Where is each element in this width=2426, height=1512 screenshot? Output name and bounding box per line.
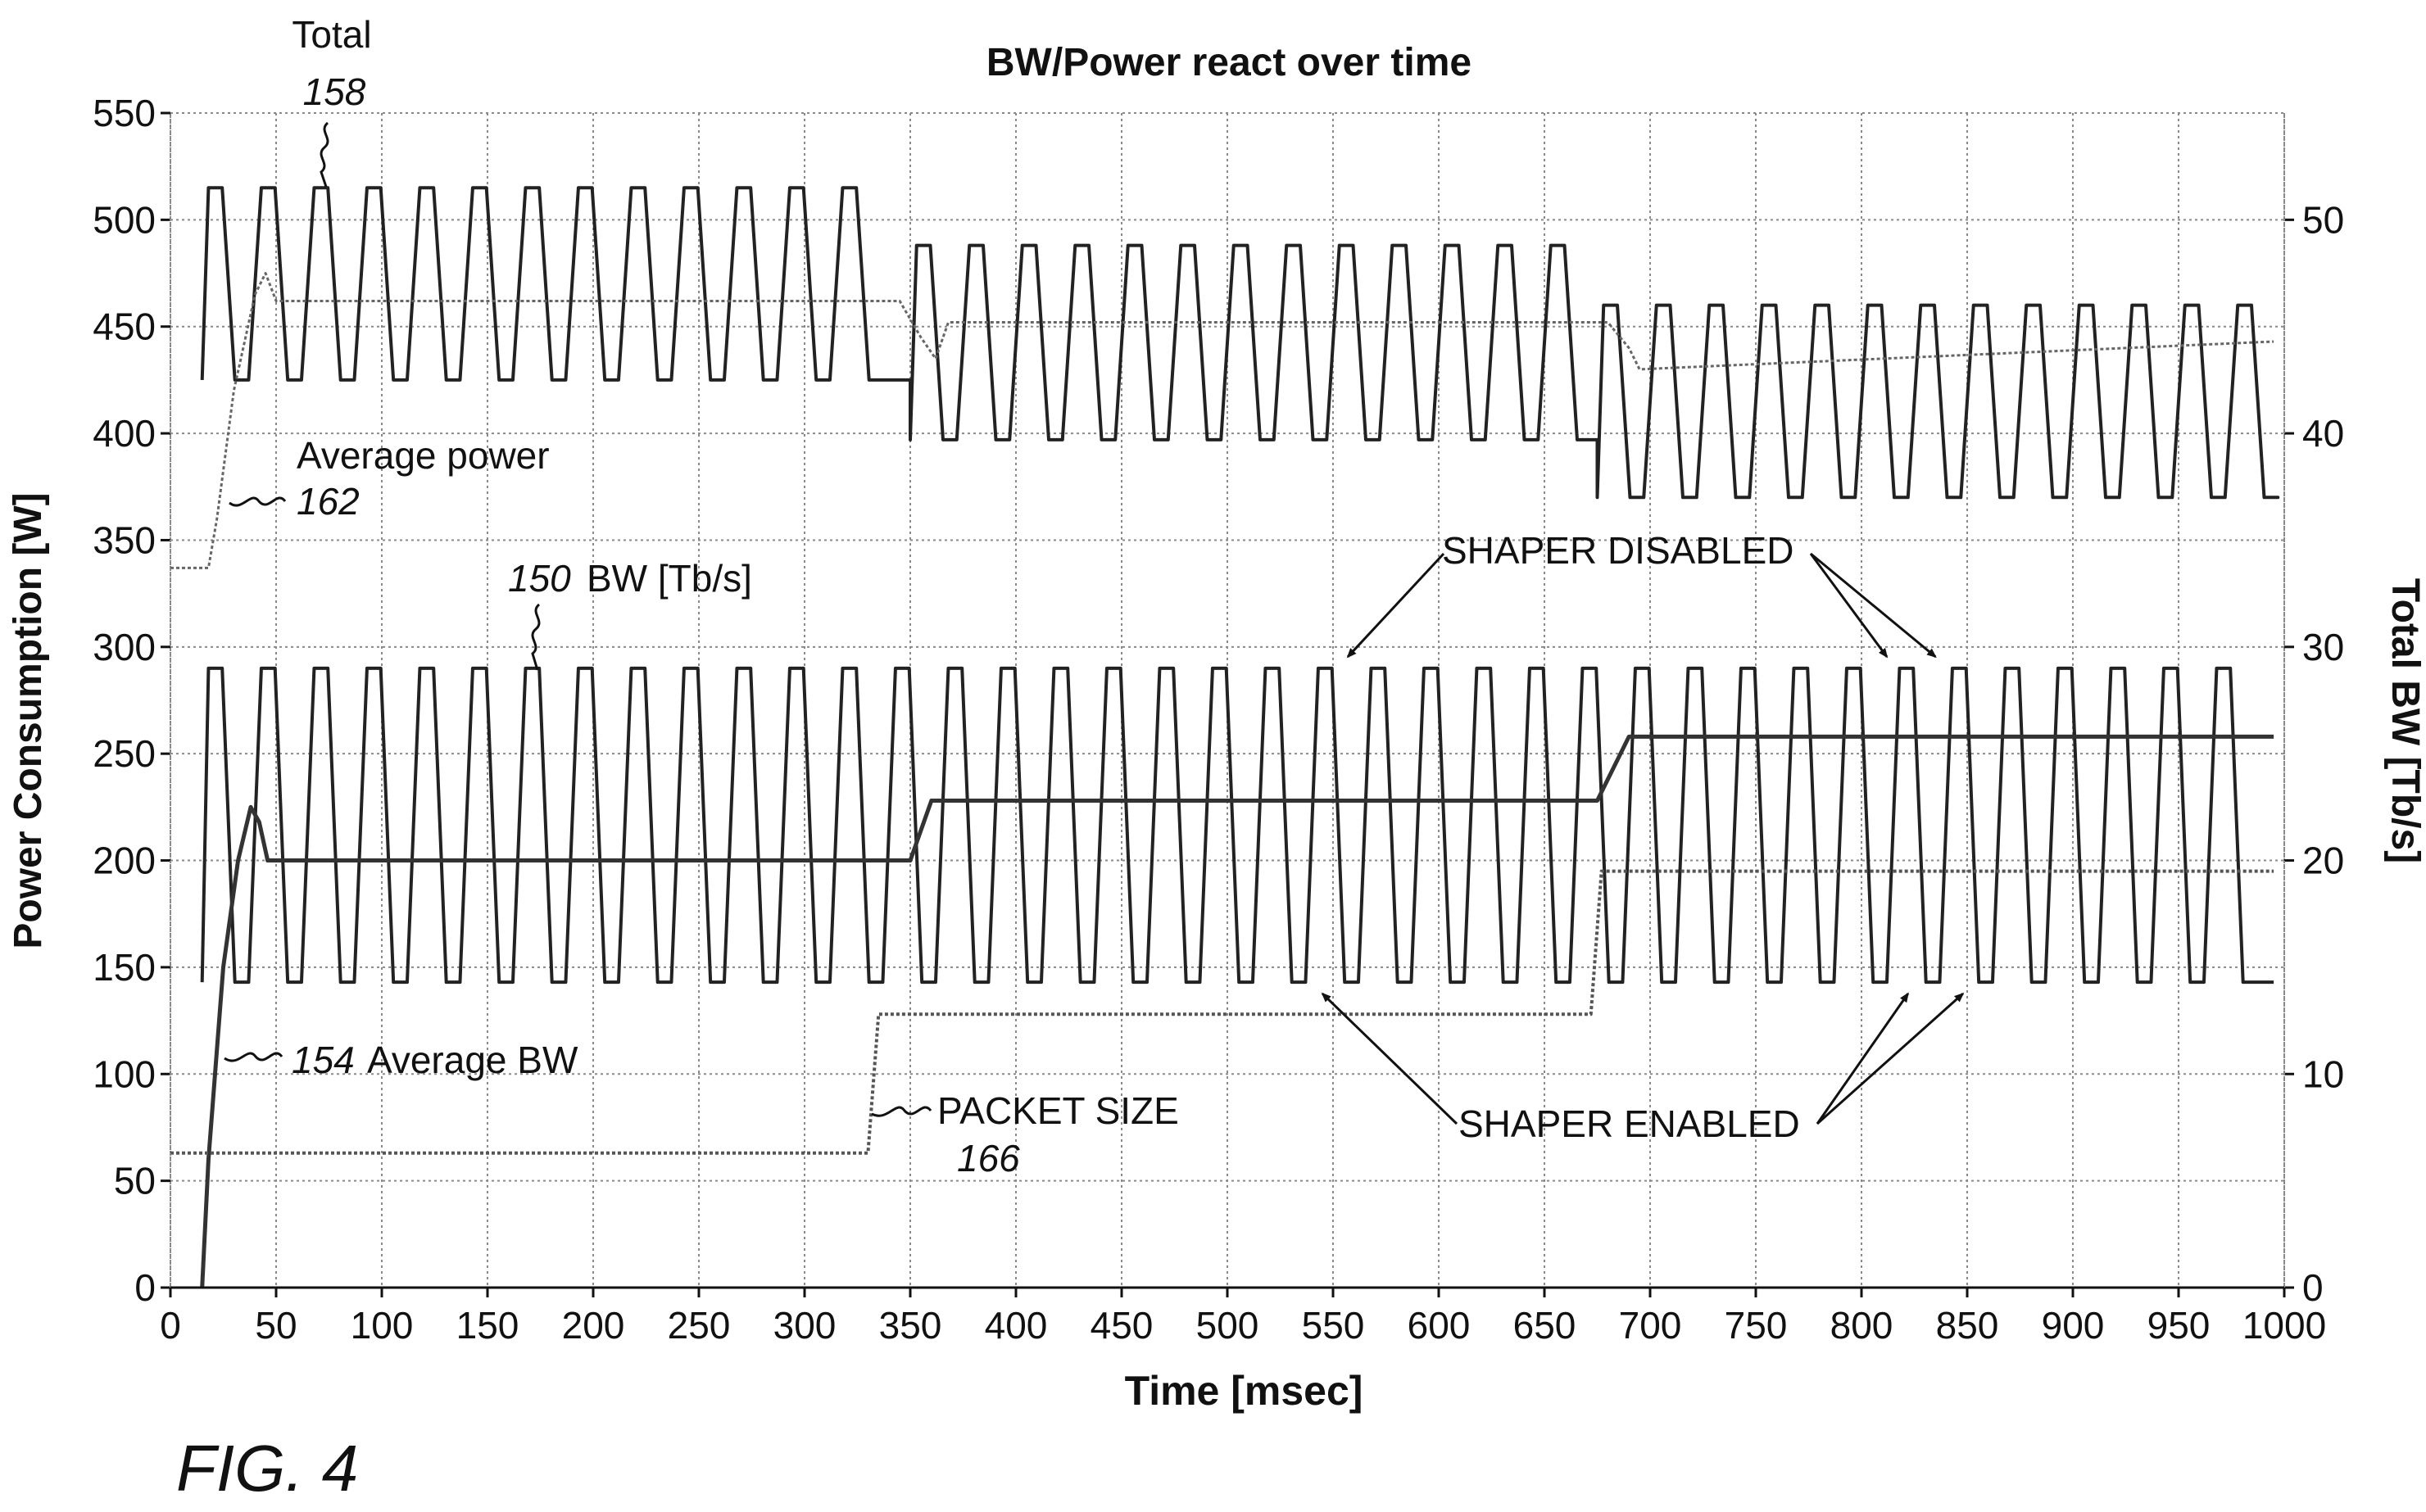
x-tick-label: 550: [1302, 1304, 1365, 1347]
series-line-bw-tb-s-: [200, 666, 2274, 985]
annotation-average-power-leader: [229, 496, 287, 507]
y-tick-label: 300: [93, 626, 156, 668]
x-tick-label: 800: [1830, 1304, 1893, 1347]
series-line-total: [200, 186, 2280, 500]
annotation-total-ref: 158: [303, 70, 366, 113]
y2-tick-label: 20: [2302, 840, 2344, 882]
y2-tick-label: 10: [2302, 1053, 2344, 1095]
y-tick-label: 450: [93, 306, 156, 348]
annotation-average-power: Average power: [297, 434, 550, 477]
figure-label: FIG. 4: [176, 1432, 358, 1505]
x-tick-label: 950: [2147, 1304, 2211, 1347]
y-tick-label: 150: [93, 946, 156, 989]
series-line-average-power: [170, 272, 2274, 569]
x-tick-label: 400: [985, 1304, 1048, 1347]
y-tick-label: 400: [93, 412, 156, 455]
shaper-disabled-arrow: [1810, 552, 1937, 659]
x-tick-label: 0: [160, 1304, 181, 1347]
shaper-enabled-arrow: [1816, 992, 1909, 1125]
x-tick-label: 350: [879, 1304, 942, 1347]
series-line-average-bw: [200, 734, 2274, 1288]
x-tick-label: 100: [351, 1304, 414, 1347]
y-axis-label: Power Consumption [W]: [7, 492, 50, 948]
x-tick-label: 500: [1196, 1304, 1259, 1347]
annotation-total-leader: [320, 121, 329, 188]
y-tick-label: 550: [93, 92, 156, 134]
annotation-packet-size: PACKET SIZE: [937, 1089, 1179, 1132]
series-line-packet-size: [170, 869, 2274, 1155]
x-tick-label: 150: [456, 1304, 519, 1347]
x-tick-label: 250: [668, 1304, 731, 1347]
chart-title: BW/Power react over time: [986, 41, 1471, 84]
shaper-enabled-arrow: [1816, 992, 1965, 1125]
x-tick-label: 600: [1408, 1304, 1471, 1347]
axes: 0 50 100 150 200 250 300 350 400 450 500 550 600 650 7…: [93, 92, 2344, 1347]
annotation-bw-leader: [531, 603, 541, 671]
y-tick-label: 250: [93, 732, 156, 775]
y-tick-label: 200: [93, 840, 156, 882]
x-tick-label: 750: [1725, 1304, 1788, 1347]
y2-axis-label: Total BW [Tb/s]: [2383, 578, 2426, 863]
x-tick-label: 700: [1619, 1304, 1682, 1347]
x-tick-label: 300: [773, 1304, 837, 1347]
y2-tick-label: 50: [2302, 198, 2344, 241]
series-layer: [170, 186, 2280, 1288]
y2-tick-label: 40: [2302, 412, 2344, 455]
y-tick-label: 0: [134, 1266, 156, 1309]
y2-tick-label: 0: [2302, 1266, 2324, 1309]
annotation-total: Total: [292, 13, 371, 56]
x-tick-label: 850: [1936, 1304, 1999, 1347]
x-axis-label: Time [msec]: [1125, 1368, 1363, 1414]
annotation-average-bw-leader: [224, 1052, 283, 1062]
annotation-shaper-disabled: SHAPER DISABLED: [1442, 529, 1793, 572]
annotation-average-bw: Average BW: [367, 1039, 578, 1081]
annotation-average-power-ref: 162: [297, 480, 360, 523]
shaper-disabled-arrow: [1346, 552, 1445, 659]
shaper-disabled-arrow: [1809, 553, 1889, 659]
shaper-enabled-arrow: [1321, 992, 1458, 1125]
annotation-bw: BW [Tb/s]: [587, 557, 752, 600]
annotation-packet-size-ref: 166: [957, 1137, 1020, 1179]
x-tick-label: 200: [562, 1304, 625, 1347]
y-tick-label: 350: [93, 518, 156, 561]
annotation-packet-size-leader: [871, 1106, 932, 1117]
x-tick-label: 900: [2042, 1304, 2105, 1347]
annotation-bw-ref: 150: [508, 557, 571, 600]
x-tick-label: 1000: [2242, 1304, 2326, 1347]
y2-tick-label: 30: [2302, 626, 2344, 668]
plot-frame: [170, 112, 2285, 1288]
x-tick-label: 50: [255, 1304, 297, 1347]
y-tick-label: 500: [93, 198, 156, 241]
y-tick-label: 100: [93, 1053, 156, 1095]
annotation-average-bw-ref: 154: [292, 1039, 355, 1081]
x-tick-label: 450: [1091, 1304, 1154, 1347]
labels: BW/Power react over time Time [msec] Pow…: [7, 41, 2426, 1505]
annotation-shaper-enabled: SHAPER ENABLED: [1458, 1102, 1800, 1145]
y-tick-label: 50: [114, 1160, 156, 1202]
x-tick-label: 650: [1513, 1304, 1576, 1347]
